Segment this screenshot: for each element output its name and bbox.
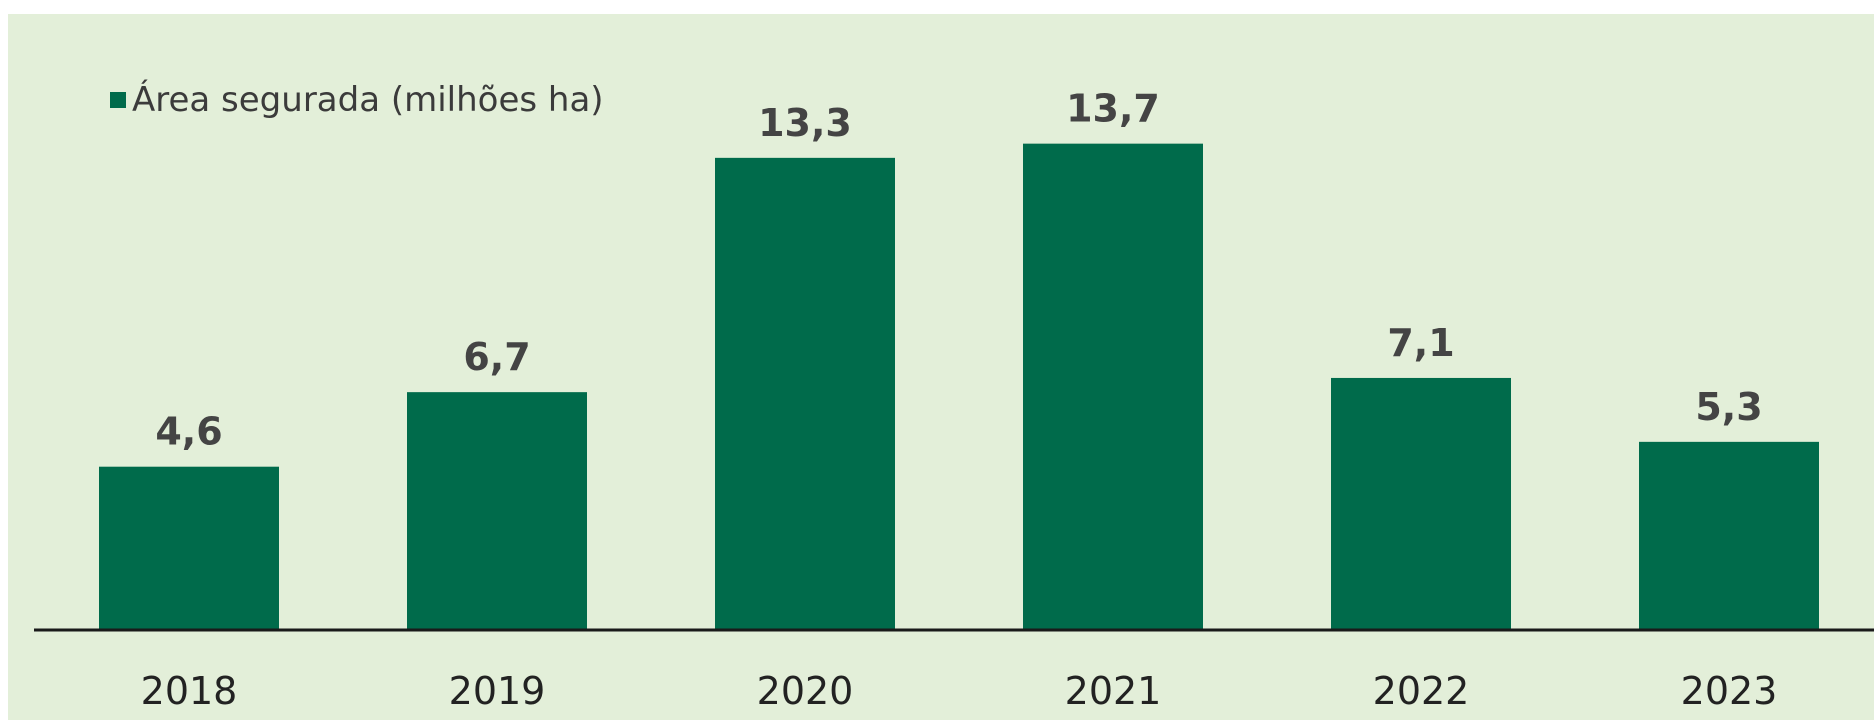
value-label-2019: 6,7 — [463, 335, 530, 379]
x-tick-label-2022: 2022 — [1373, 669, 1470, 713]
legend: Área segurada (milhões ha) — [110, 80, 604, 120]
bar-2019 — [407, 392, 587, 630]
bar-chart: 4,6 6,7 13,3 13,7 7,1 5,3 2018 2019 2020 2021 202… — [34, 87, 1874, 713]
bar-2018 — [99, 466, 279, 630]
legend-label: Área segurada (milhões ha) — [132, 80, 604, 120]
chart-panel: Área segurada (milhões ha) 4,6 6,7 13,3 13,… — [8, 14, 1874, 720]
value-label-2021: 13,7 — [1066, 87, 1160, 131]
x-tick-label-2018: 2018 — [141, 669, 238, 713]
bar-2021 — [1023, 143, 1203, 630]
x-tick-label-2019: 2019 — [449, 669, 546, 713]
value-label-2020: 13,3 — [758, 101, 852, 145]
bar-2023 — [1639, 441, 1819, 630]
x-tick-label-2020: 2020 — [757, 669, 854, 713]
bar-2020 — [715, 157, 895, 630]
value-label-2018: 4,6 — [155, 410, 222, 454]
bar-2022 — [1331, 377, 1511, 630]
bars-layer — [99, 143, 1819, 630]
value-label-2023: 5,3 — [1695, 385, 1762, 429]
legend-swatch — [110, 92, 126, 108]
x-tick-labels-layer: 2018 2019 2020 2021 2022 2023 — [141, 669, 1778, 713]
x-tick-label-2021: 2021 — [1065, 669, 1162, 713]
value-label-2022: 7,1 — [1387, 321, 1454, 365]
x-tick-label-2023: 2023 — [1681, 669, 1778, 713]
value-labels-layer: 4,6 6,7 13,3 13,7 7,1 5,3 — [155, 87, 1762, 454]
